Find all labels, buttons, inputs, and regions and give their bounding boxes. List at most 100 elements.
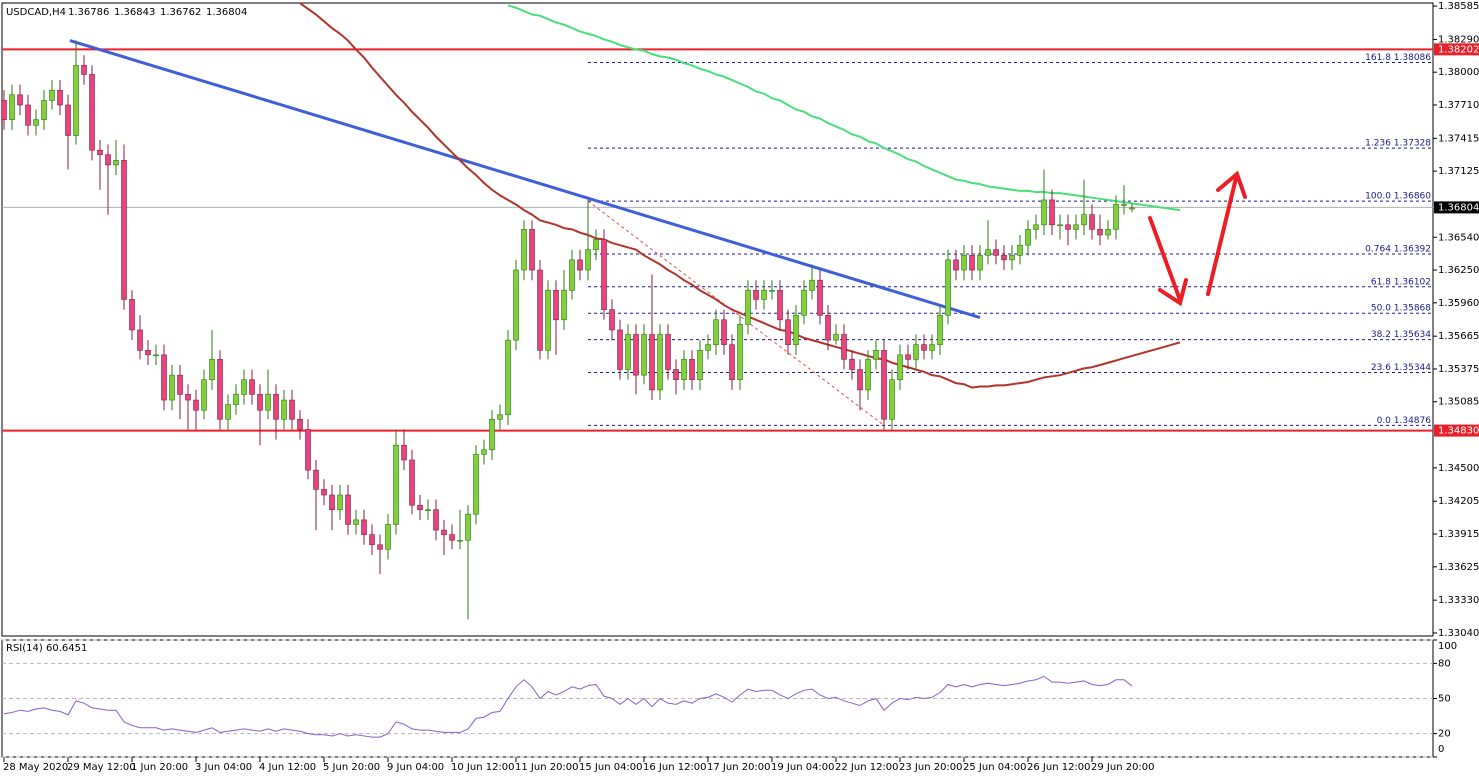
fib-label: 61.8 1.36102 (1371, 277, 1431, 287)
moving-average (299, 2, 1181, 389)
candle-body (97, 149, 103, 156)
last-price-label: 1.36804 (1438, 202, 1479, 213)
candle-body (369, 534, 375, 546)
candle-body (809, 279, 815, 291)
candle-body (969, 255, 975, 271)
x-tick-label: 9 Jun 04:00 (387, 762, 444, 773)
candle-body (801, 290, 807, 316)
candle-body (105, 154, 111, 166)
candle-body (617, 329, 623, 370)
candle-body (449, 534, 455, 541)
rsi-title: RSI(14) 60.6451 (6, 643, 87, 654)
candle-body (833, 334, 839, 341)
y-tick-label: 1.33915 (1438, 529, 1479, 540)
candle-body (745, 290, 751, 325)
candle-body (329, 494, 335, 511)
candle-body (785, 319, 791, 345)
candle-body (57, 89, 63, 106)
y-tick-label: 1.33040 (1438, 628, 1479, 639)
candle-body (177, 374, 183, 395)
candle-body (737, 324, 743, 381)
candle-body (817, 279, 823, 316)
candle-body (201, 379, 207, 411)
candle-body (769, 290, 775, 292)
down-arrow-head (1158, 278, 1188, 307)
candle-body (281, 399, 287, 420)
candle-body (689, 359, 695, 381)
candle-body (1121, 204, 1127, 206)
candle-body (353, 519, 359, 525)
candle-body (569, 259, 575, 291)
price-box (1434, 43, 1479, 56)
candle-body (465, 513, 471, 541)
y-tick-label: 1.34500 (1438, 463, 1479, 474)
fib-label: 0.0 1.34876 (1377, 416, 1432, 426)
candle-body (729, 344, 735, 381)
x-tick-label: 11 Jun 20:00 (515, 762, 579, 773)
candle-body (1065, 224, 1071, 230)
x-tick-label: 29 May 12:00 (67, 762, 136, 773)
candle-body (657, 334, 663, 391)
candle-body (321, 489, 327, 496)
candle-body (33, 119, 39, 126)
candle-body (873, 350, 879, 360)
candle-body (121, 160, 127, 300)
candle-body (609, 309, 615, 331)
candle-body (17, 94, 23, 106)
candle-body (1081, 214, 1087, 226)
candle-body (73, 65, 79, 136)
fib-diagonal (587, 200, 885, 426)
candle-body (337, 494, 343, 511)
candle-body (113, 160, 119, 166)
candle-body (137, 329, 143, 351)
candle-body (641, 334, 647, 376)
symbol: USDCAD,H4 (6, 7, 66, 18)
candle-body (529, 229, 535, 271)
y-tick-label: 1.36540 (1438, 232, 1479, 243)
x-tick-label: 10 Jun 12:00 (451, 762, 515, 773)
candle-body (433, 509, 439, 531)
candle-body (441, 529, 447, 535)
candle-body (297, 418, 303, 430)
candle-body (313, 469, 319, 490)
x-tick-label: 1 Jun 20:00 (131, 762, 188, 773)
candle-body (1025, 229, 1031, 246)
rsi-line (3, 675, 1133, 738)
candle-body (545, 290, 551, 351)
candle-body (577, 259, 583, 271)
candle-body (793, 314, 799, 345)
x-tick-label: 23 Jun 20:00 (899, 762, 963, 773)
price-box (1434, 424, 1479, 437)
y-tick-label: 1.35085 (1438, 397, 1479, 408)
close: 1.36804 (206, 7, 247, 18)
candle-body (625, 334, 631, 370)
x-tick-label: 15 Jun 04:00 (579, 762, 643, 773)
moving-average (507, 4, 1181, 212)
candle-body (753, 290, 759, 300)
candle-body (721, 319, 727, 345)
price-box-label: 1.34830 (1438, 426, 1479, 437)
candle-body (81, 65, 87, 75)
candle-body (929, 344, 935, 351)
candle-body (633, 334, 639, 376)
y-tick-label: 1.35665 (1438, 331, 1479, 342)
candle-body (193, 399, 199, 411)
candle-body (513, 269, 519, 341)
trend-line (69, 39, 981, 319)
candle-body (1041, 199, 1047, 226)
x-tick-label: 3 Jun 04:00 (195, 762, 252, 773)
candle-body (553, 290, 559, 321)
candle-body (273, 394, 279, 420)
price-box-label: 1.38202 (1438, 44, 1479, 55)
candle-body (489, 418, 495, 451)
candle-body (1033, 224, 1039, 230)
candle-body (185, 394, 191, 401)
y-tick-label: 1.37710 (1438, 100, 1479, 111)
fib-label: 161.8 1.38086 (1365, 53, 1431, 63)
last-price-box (1434, 201, 1479, 214)
candle-body (145, 350, 151, 356)
rsi-name: RSI(14) (6, 643, 43, 654)
candle-body (473, 454, 479, 515)
